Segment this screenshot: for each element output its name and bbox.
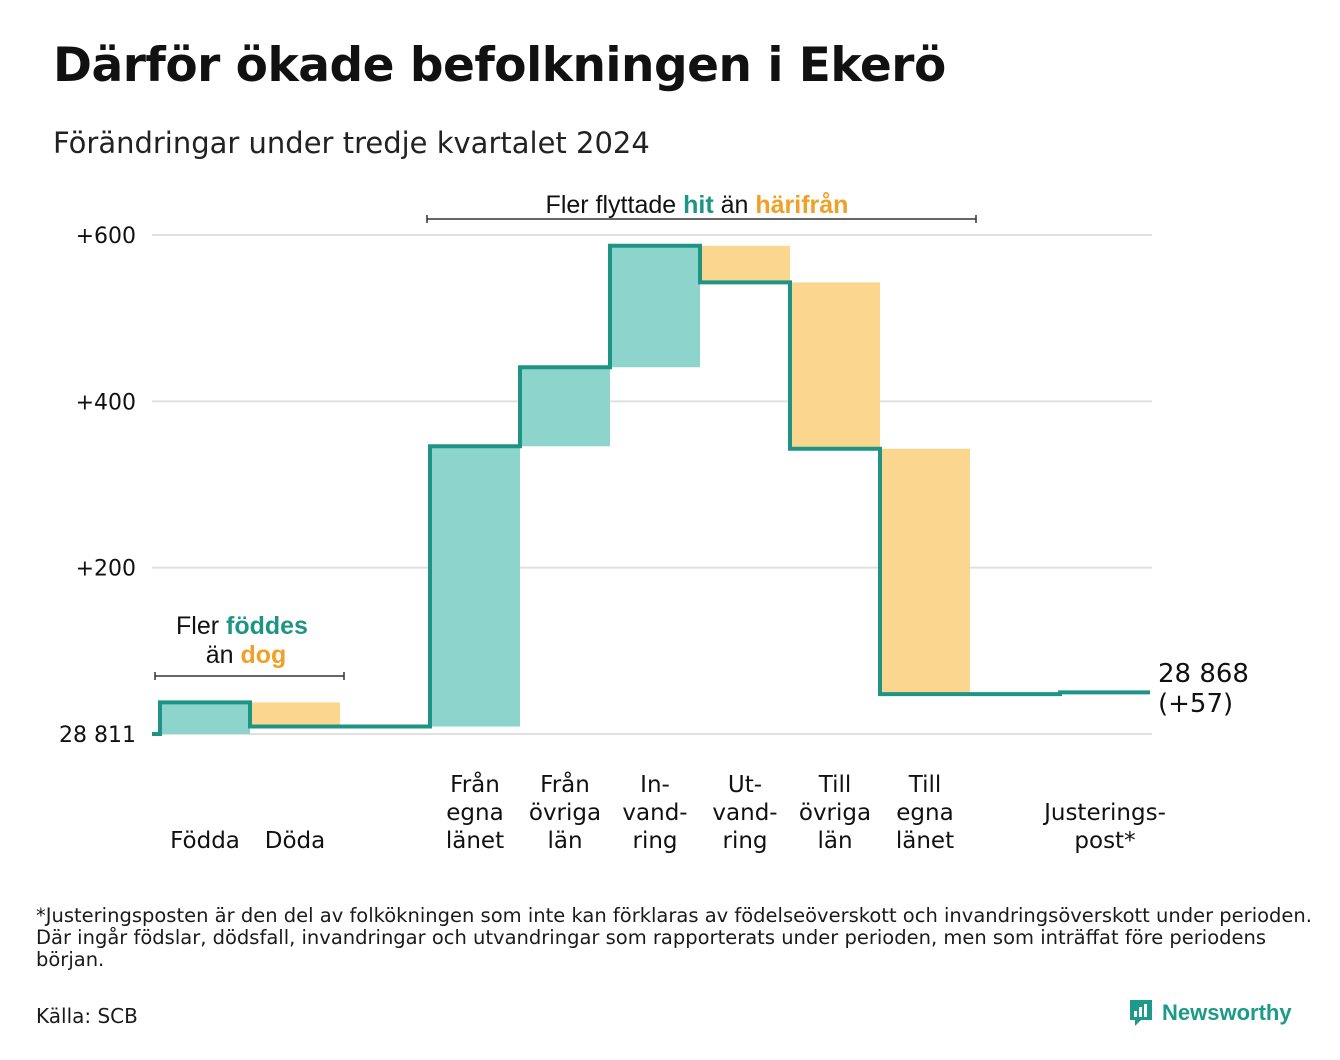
- category-label: Från: [450, 770, 500, 798]
- annotation-text: än dog: [206, 641, 287, 669]
- waterfall-bar: [430, 446, 520, 727]
- annotation-span: dog: [240, 641, 286, 669]
- annotation-span: föddes: [226, 612, 308, 640]
- category-label: Ut-: [728, 772, 762, 798]
- y-tick-label: +200: [76, 557, 136, 582]
- annotation-span: än: [714, 191, 756, 219]
- category-label: Födda: [170, 828, 240, 854]
- annotation-span: Fler flyttade: [546, 191, 684, 219]
- category-label: egna: [896, 800, 953, 826]
- annotation-span: hit: [683, 191, 714, 219]
- annotation-span: härifrån: [755, 191, 848, 219]
- category-label: vand-: [712, 800, 777, 826]
- category-label: Till: [908, 772, 942, 798]
- newsworthy-logo-icon: [1130, 1000, 1152, 1026]
- category-label: ring: [722, 828, 767, 854]
- waterfall-bar: [880, 448, 970, 695]
- category-label: egna: [446, 800, 503, 826]
- category-label: Döda: [265, 828, 325, 854]
- waterfall-bar: [520, 367, 610, 447]
- waterfall-bar: [250, 702, 340, 727]
- cumulative-step-line: [152, 243, 1150, 736]
- chart-title: Därför ökade befolkningen i Ekerö: [53, 38, 946, 93]
- migration-bracket: [426, 215, 977, 223]
- category-label: län: [547, 828, 582, 854]
- category-label: ring: [632, 828, 677, 854]
- waterfall-bar: [790, 282, 880, 449]
- chart-subtitle: Förändringar under tredje kvartalet 2024: [53, 126, 650, 160]
- source-label: Källa: SCB: [36, 1004, 138, 1028]
- waterfall-bar: [610, 245, 700, 368]
- category-label: övriga: [529, 800, 601, 826]
- category-label: post*: [1074, 828, 1135, 854]
- annotation-text: Fler flyttade hit än härifrån: [546, 191, 849, 219]
- category-label: län: [817, 828, 852, 854]
- category-label: In-: [640, 772, 670, 798]
- annotation-span: Fler: [176, 612, 226, 640]
- category-label: Till: [818, 772, 852, 798]
- end-value-label: 28 868: [1158, 659, 1249, 689]
- footnote: *Justeringsposten är den del av folkökni…: [36, 904, 1312, 971]
- category-label: Justerings-: [1042, 800, 1166, 826]
- waterfall-chart: 28 811 +200 +400 +600 28 868(+57) Födda Döda Fr…: [59, 191, 1249, 854]
- annotation-span: än: [206, 641, 241, 669]
- births-deaths-bracket: [154, 672, 345, 680]
- waterfall-bar: [700, 245, 790, 283]
- y-tick-label: +600: [76, 224, 136, 249]
- waterfall-bar: [160, 702, 250, 734]
- end-value-label: (+57): [1158, 689, 1233, 719]
- y-tick-label: +400: [76, 390, 136, 415]
- category-label: länet: [446, 828, 504, 854]
- category-label: Från: [540, 770, 590, 798]
- brand-name: Newsworthy: [1162, 1000, 1292, 1025]
- category-label: vand-: [622, 800, 687, 826]
- category-label: övriga: [799, 800, 871, 826]
- y-tick-label: 28 811: [59, 723, 136, 748]
- brand-logo: Newsworthy: [1128, 998, 1292, 1028]
- category-label: länet: [896, 828, 954, 854]
- annotation-text: Fler föddes: [176, 612, 308, 640]
